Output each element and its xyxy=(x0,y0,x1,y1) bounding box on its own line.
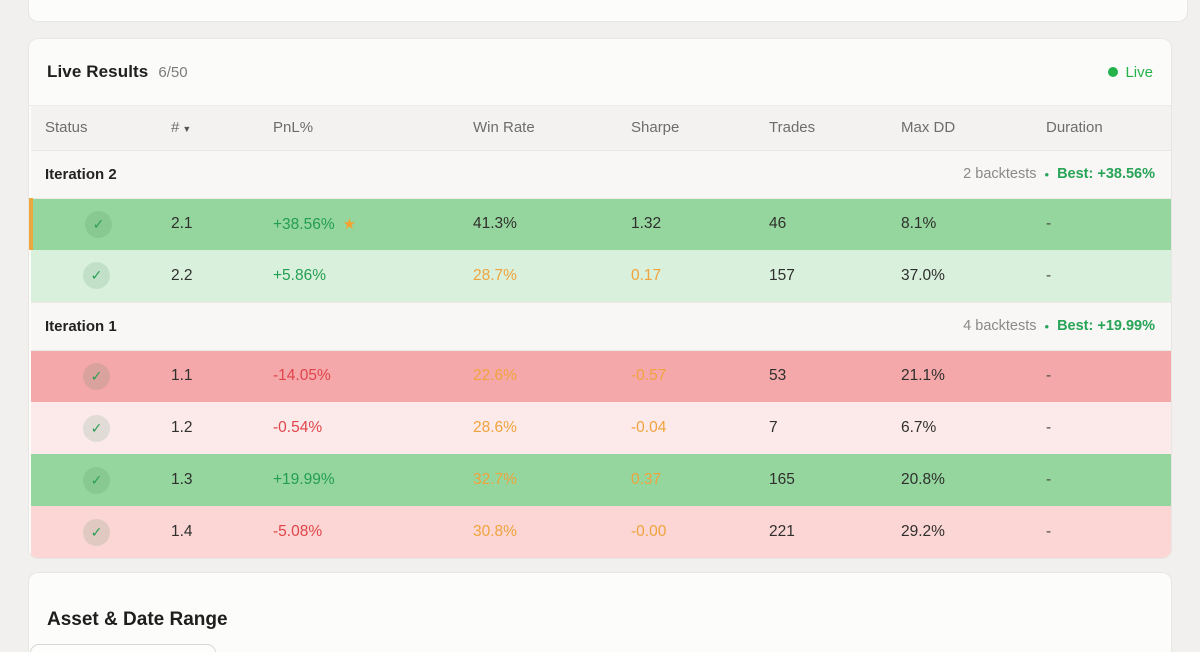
row-number: 1.1 xyxy=(171,350,273,402)
group-label: Iteration 2 xyxy=(45,165,117,183)
column-header-status[interactable]: Status xyxy=(31,106,171,151)
trades-value: 157 xyxy=(769,250,901,302)
maxdd-value: 29.2% xyxy=(901,506,1046,558)
group-header-iteration-2[interactable]: Iteration 2 2 backtests • Best: +38.56% xyxy=(31,149,1171,199)
table-row[interactable]: ✓ 1.4 -5.08% 30.8% -0.00 221 29.2% - xyxy=(31,506,1171,558)
trades-value: 165 xyxy=(769,454,901,506)
table-row[interactable]: ✓ 1.2 -0.54% 28.6% -0.04 7 6.7% - xyxy=(31,402,1171,454)
sharpe-value: 1.32 xyxy=(631,198,769,250)
group-best-value: Best: +19.99% xyxy=(1057,318,1155,334)
check-icon: ✓ xyxy=(83,518,110,546)
column-header-number[interactable]: # ▼ xyxy=(171,106,273,151)
pnl-value: -0.54% xyxy=(273,419,323,436)
live-results-title: Live Results xyxy=(47,62,149,81)
check-icon: ✓ xyxy=(83,414,110,442)
pnl-value: +19.99% xyxy=(273,471,335,488)
sharpe-value: -0.04 xyxy=(631,402,769,454)
pnl-value: +38.56% xyxy=(273,215,335,233)
check-icon: ✓ xyxy=(83,262,110,290)
group-label: Iteration 1 xyxy=(45,317,117,335)
column-header-sharpe[interactable]: Sharpe xyxy=(631,106,769,151)
partial-button[interactable] xyxy=(30,644,216,652)
column-header-duration[interactable]: Duration xyxy=(1046,106,1171,151)
group-summary: 4 backtests • Best: +19.99% xyxy=(963,318,1155,334)
row-number: 1.3 xyxy=(171,454,273,506)
row-number: 2.1 xyxy=(171,198,273,250)
table-row[interactable]: ✓ 1.1 -14.05% 22.6% -0.57 53 21.1% - xyxy=(31,350,1171,402)
check-icon: ✓ xyxy=(85,210,112,238)
previous-card-partial xyxy=(28,0,1188,22)
trades-value: 53 xyxy=(769,350,901,402)
live-dot-icon xyxy=(1108,67,1119,77)
pnl-value: -5.08% xyxy=(273,523,323,540)
trades-value: 7 xyxy=(769,402,901,454)
maxdd-value: 37.0% xyxy=(901,250,1046,302)
table-row[interactable]: ✓ 1.3 +19.99% 32.7% 0.37 165 20.8% - xyxy=(31,454,1171,506)
trades-value: 46 xyxy=(769,198,901,250)
sort-desc-icon: ▼ xyxy=(182,124,192,135)
maxdd-value: 6.7% xyxy=(901,402,1046,454)
column-header-maxdd[interactable]: Max DD xyxy=(901,106,1046,151)
star-icon: ★ xyxy=(342,215,357,233)
sharpe-value: -0.57 xyxy=(631,350,769,402)
group-backtests-count: 4 backtests xyxy=(963,318,1037,334)
winrate-value: 32.7% xyxy=(473,454,631,506)
live-results-card: Live Results 6/50 Live Status # ▼ PnL% xyxy=(28,38,1172,559)
winrate-value: 28.6% xyxy=(473,402,631,454)
duration-value: - xyxy=(1046,454,1171,506)
row-number: 1.4 xyxy=(171,506,273,558)
separator-dot-icon: • xyxy=(1044,166,1050,182)
live-label: Live xyxy=(1125,63,1153,81)
table-row[interactable]: ✓ 2.2 +5.86% 28.7% 0.17 157 37.0% - xyxy=(31,250,1171,302)
group-best-value: Best: +38.56% xyxy=(1057,166,1155,182)
asset-date-range-card: Asset & Date Range xyxy=(28,572,1172,652)
sharpe-value: -0.00 xyxy=(631,506,769,558)
check-icon: ✓ xyxy=(83,362,110,390)
winrate-value: 30.8% xyxy=(473,506,631,558)
duration-value: - xyxy=(1046,198,1171,250)
group-summary: 2 backtests • Best: +38.56% xyxy=(963,166,1155,182)
separator-dot-icon: • xyxy=(1044,318,1050,334)
winrate-value: 41.3% xyxy=(473,198,631,250)
winrate-value: 22.6% xyxy=(473,350,631,402)
results-count: 6/50 xyxy=(158,64,188,81)
group-header-iteration-1[interactable]: Iteration 1 4 backtests • Best: +19.99% xyxy=(31,301,1171,351)
sharpe-value: 0.37 xyxy=(631,454,769,506)
maxdd-value: 21.1% xyxy=(901,350,1046,402)
maxdd-value: 8.1% xyxy=(901,198,1046,250)
duration-value: - xyxy=(1046,506,1171,558)
pnl-value: -14.05% xyxy=(273,367,331,385)
live-results-header: Live Results 6/50 Live xyxy=(29,39,1171,106)
asset-date-range-title: Asset & Date Range xyxy=(47,609,228,630)
row-number: 1.2 xyxy=(171,402,273,454)
table-header-row: Status # ▼ PnL% Win Rate Sharpe Trades Ma… xyxy=(31,106,1171,151)
pnl-value: +5.86% xyxy=(273,266,327,284)
check-icon: ✓ xyxy=(83,466,110,494)
winrate-value: 28.7% xyxy=(473,250,631,302)
trades-value: 221 xyxy=(769,506,901,558)
sharpe-value: 0.17 xyxy=(631,250,769,302)
table-row[interactable]: ✓ 2.1 +38.56% ★ 41.3% 1.32 46 8.1% - xyxy=(29,198,1171,250)
duration-value: - xyxy=(1046,350,1171,402)
results-table: Status # ▼ PnL% Win Rate Sharpe Trades Ma… xyxy=(29,106,1171,558)
column-header-winrate[interactable]: Win Rate xyxy=(473,106,631,151)
group-backtests-count: 2 backtests xyxy=(963,166,1037,182)
row-number: 2.2 xyxy=(171,250,273,302)
maxdd-value: 20.8% xyxy=(901,454,1046,506)
column-header-pnl[interactable]: PnL% xyxy=(273,106,473,151)
live-status-badge: Live xyxy=(1108,64,1153,81)
column-header-trades[interactable]: Trades xyxy=(769,106,901,151)
duration-value: - xyxy=(1046,402,1171,454)
title-wrap: Live Results 6/50 xyxy=(47,62,188,82)
duration-value: - xyxy=(1046,250,1171,302)
column-header-number-label: # xyxy=(171,119,180,137)
